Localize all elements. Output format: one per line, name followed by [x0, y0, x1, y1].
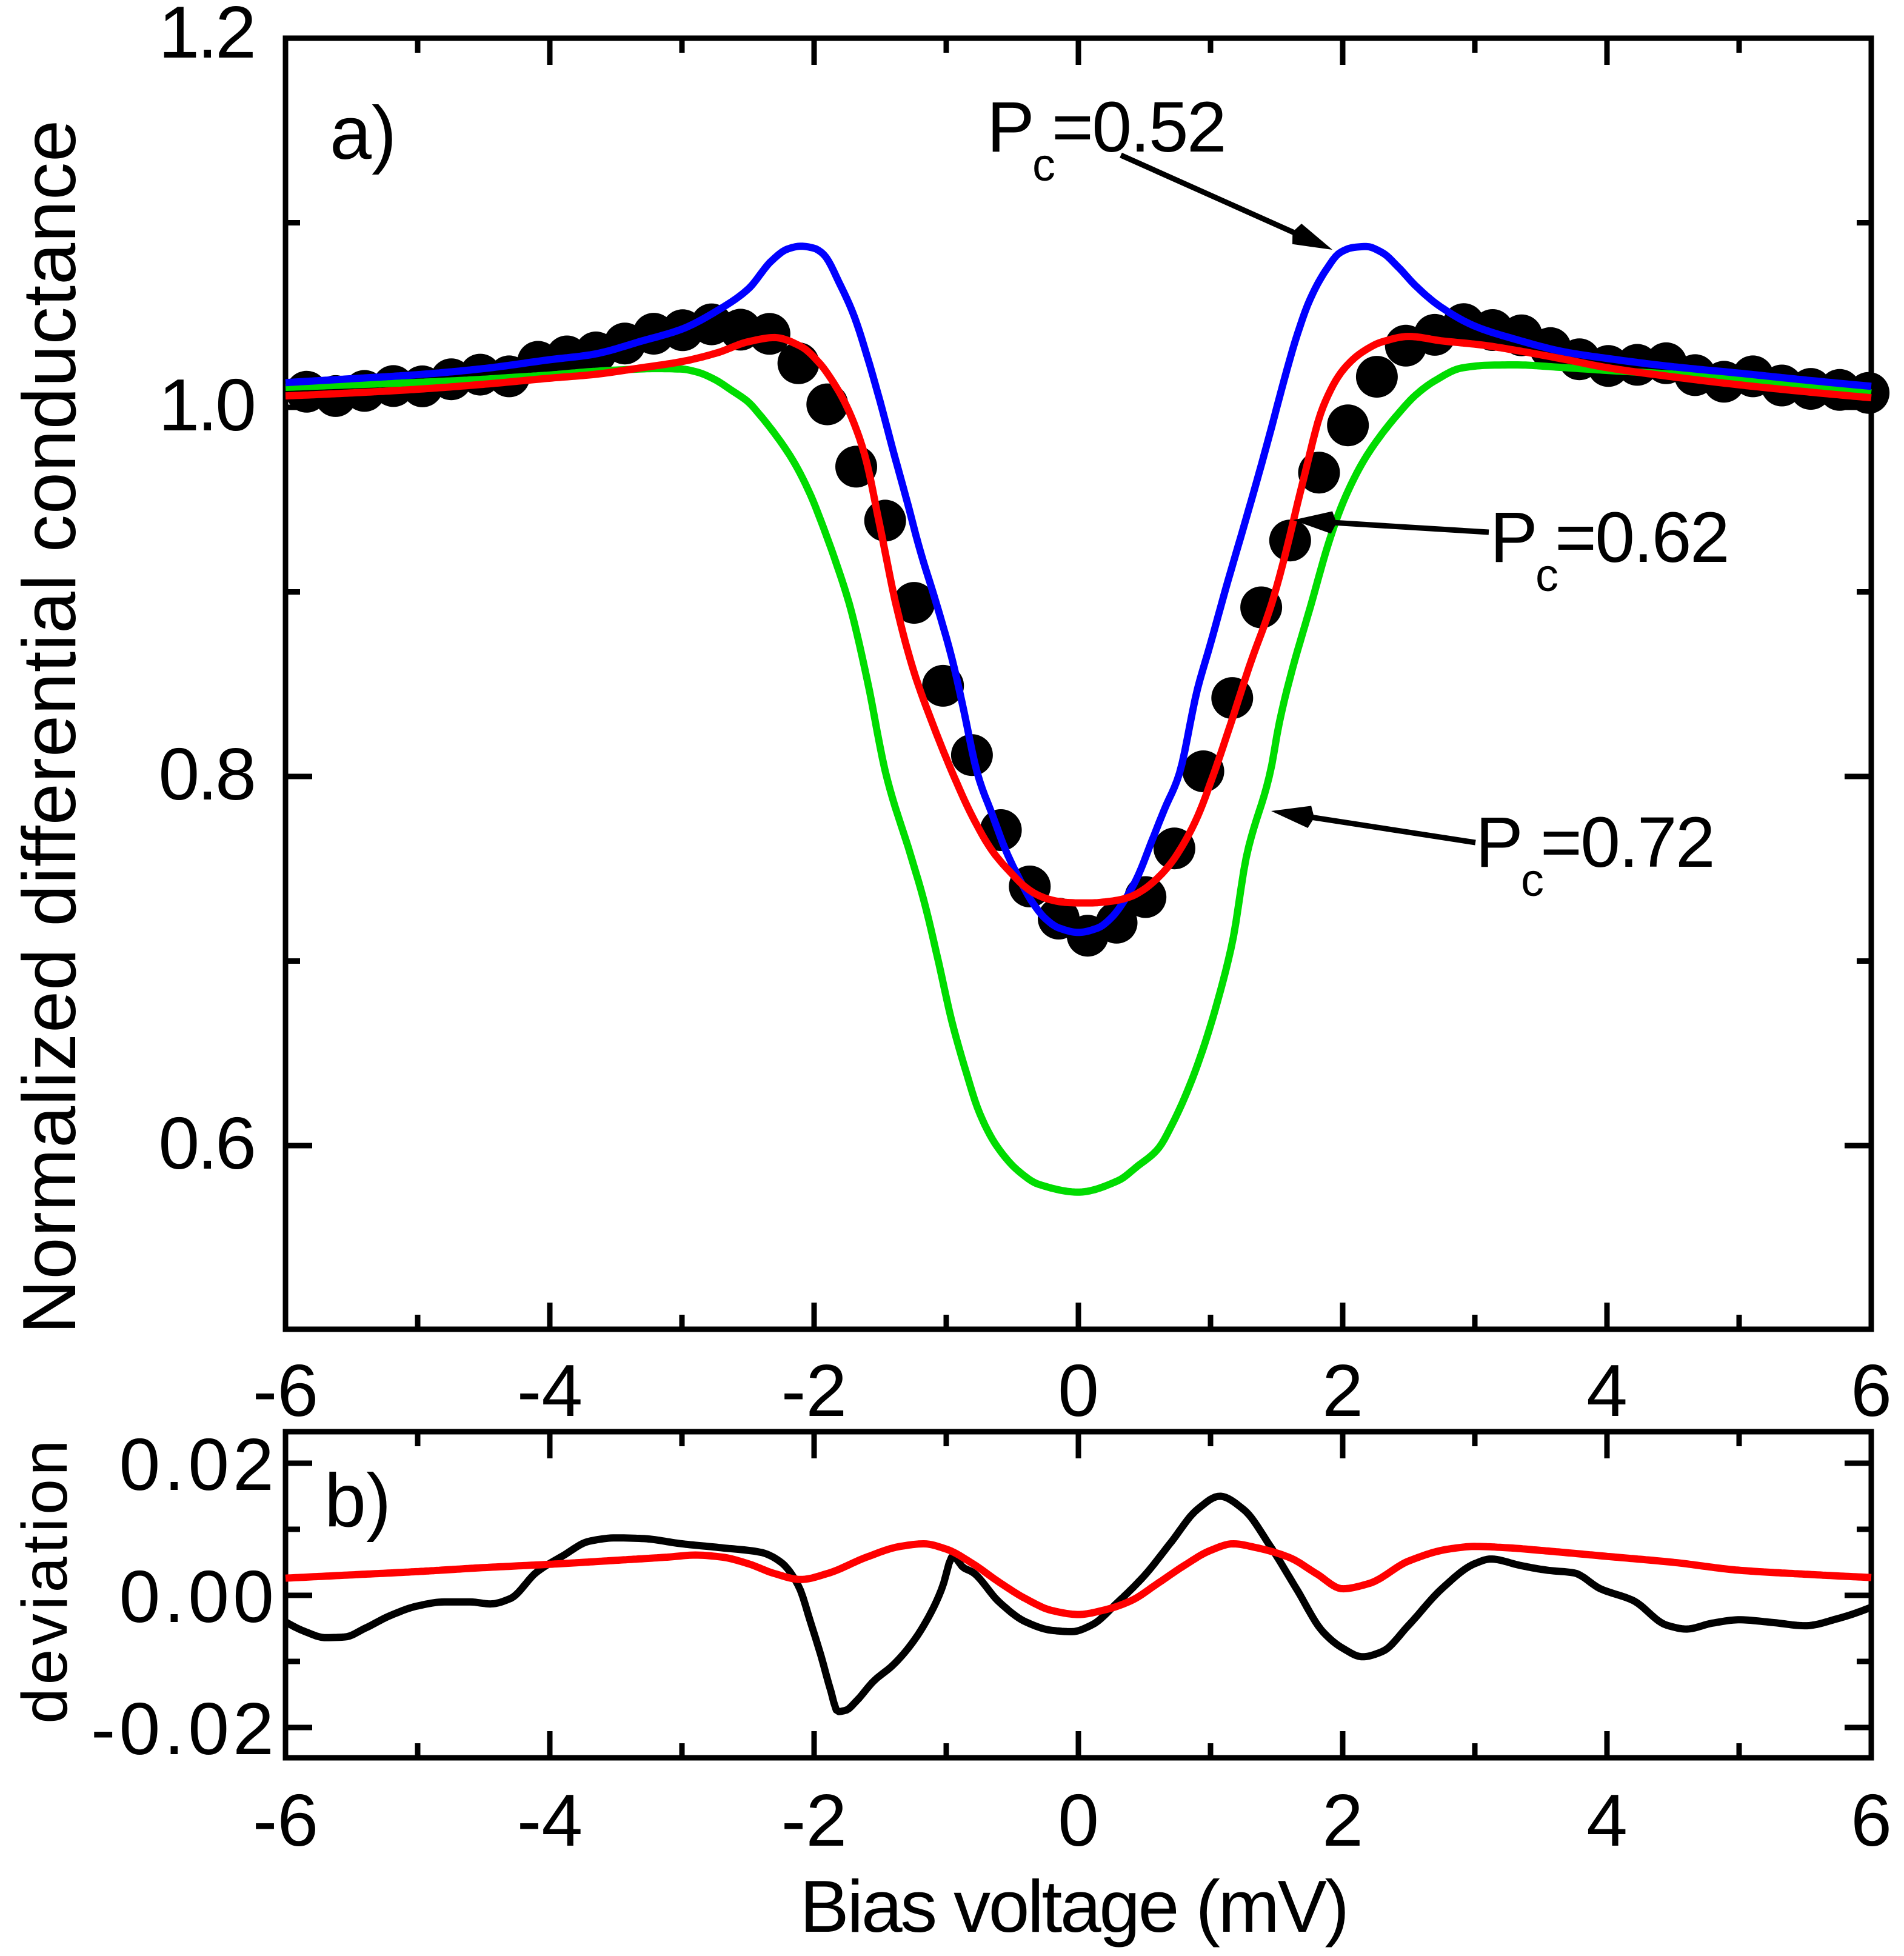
svg-text:-0.02: -0.02: [91, 1687, 278, 1770]
svg-text:P: P: [1475, 803, 1523, 883]
svg-text:=0.62: =0.62: [1555, 498, 1728, 578]
svg-text:-2: -2: [781, 1349, 847, 1432]
svg-text:=0.52: =0.52: [1052, 87, 1225, 167]
svg-text:0.02: 0.02: [119, 1423, 278, 1506]
svg-text:c: c: [1032, 139, 1055, 191]
svg-text:-4: -4: [517, 1779, 583, 1861]
svg-text:=0.72: =0.72: [1540, 803, 1714, 883]
svg-text:2: 2: [1322, 1779, 1363, 1861]
svg-text:2: 2: [1322, 1349, 1363, 1432]
svg-text:-2: -2: [781, 1779, 847, 1861]
svg-text:-6: -6: [253, 1779, 318, 1861]
svg-text:b): b): [324, 1459, 391, 1543]
svg-text:-6: -6: [253, 1349, 318, 1432]
svg-text:deviation: deviation: [9, 1437, 81, 1724]
svg-text:0.6: 0.6: [158, 1102, 254, 1184]
svg-text:1.2: 1.2: [158, 0, 254, 73]
svg-text:1.0: 1.0: [158, 364, 254, 446]
svg-text:a): a): [330, 92, 396, 175]
svg-text:6: 6: [1851, 1349, 1892, 1432]
svg-text:-4: -4: [517, 1349, 583, 1432]
svg-text:Normalized differential conduc: Normalized differential conductance: [8, 119, 92, 1334]
svg-text:4: 4: [1586, 1779, 1628, 1861]
svg-text:4: 4: [1586, 1349, 1628, 1432]
svg-text:Bias voltage (mV): Bias voltage (mV): [800, 1865, 1347, 1948]
svg-text:P: P: [987, 87, 1035, 167]
svg-text:0: 0: [1058, 1349, 1099, 1432]
svg-text:0.8: 0.8: [158, 733, 254, 815]
svg-text:0: 0: [1058, 1779, 1099, 1861]
svg-text:c: c: [1535, 550, 1558, 601]
svg-text:P: P: [1490, 498, 1538, 578]
svg-text:0.00: 0.00: [119, 1555, 278, 1638]
svg-text:6: 6: [1851, 1779, 1892, 1861]
svg-text:c: c: [1521, 855, 1544, 906]
